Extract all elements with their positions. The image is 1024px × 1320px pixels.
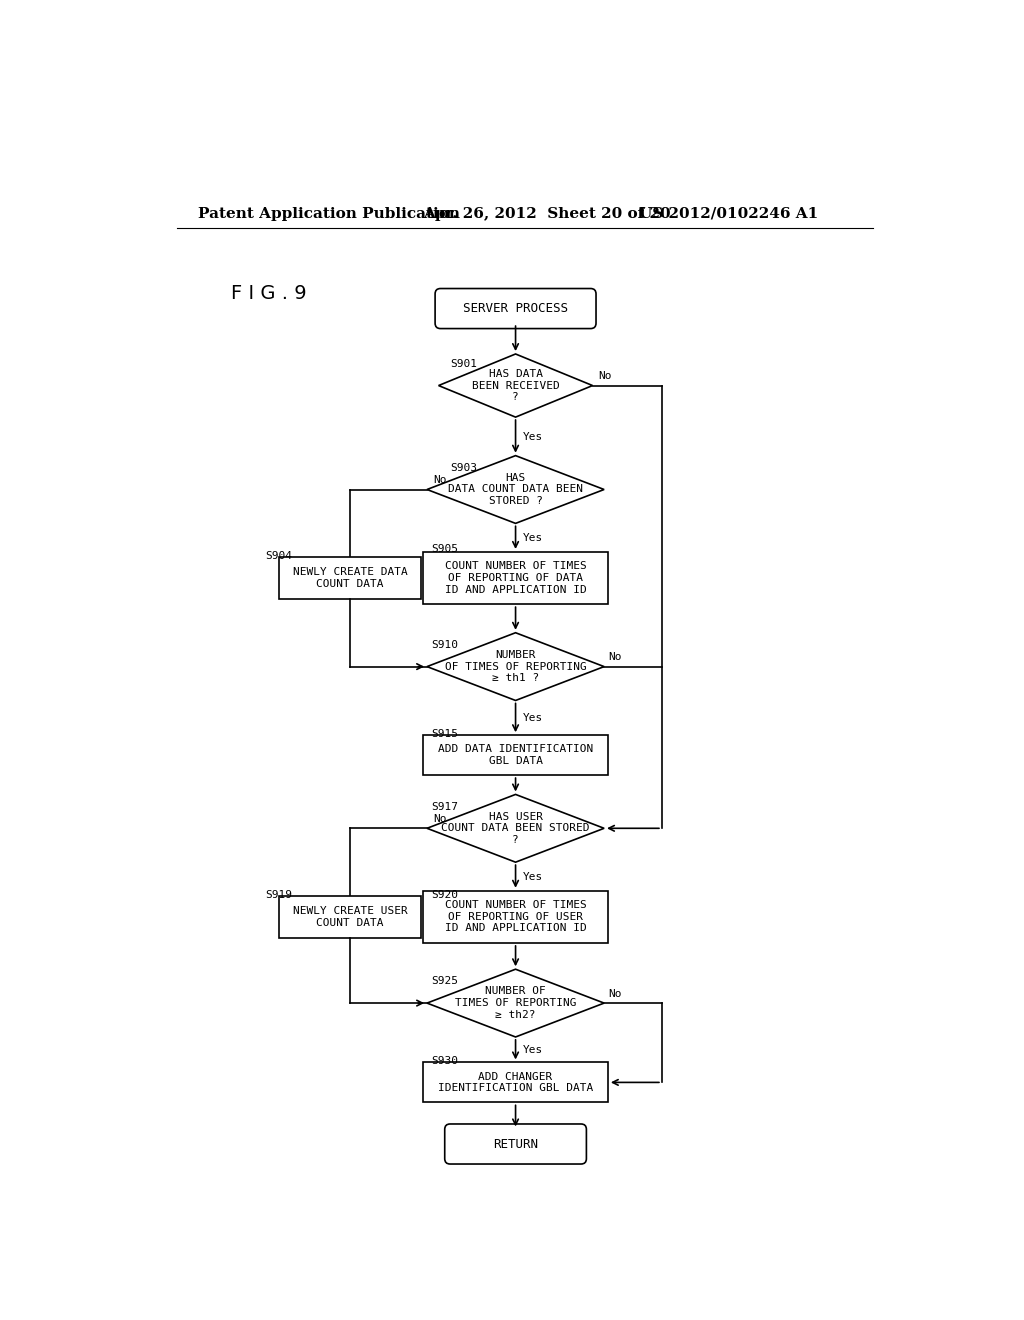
Text: RETURN: RETURN: [494, 1138, 538, 1151]
Text: S925: S925: [431, 975, 458, 986]
Text: S915: S915: [431, 730, 458, 739]
Text: Yes: Yes: [523, 713, 544, 723]
Text: No: No: [599, 371, 612, 380]
Text: COUNT NUMBER OF TIMES
OF REPORTING OF DATA
ID AND APPLICATION ID: COUNT NUMBER OF TIMES OF REPORTING OF DA…: [444, 561, 587, 594]
Text: No: No: [433, 475, 446, 486]
FancyBboxPatch shape: [435, 289, 596, 329]
Text: NEWLY CREATE DATA
COUNT DATA: NEWLY CREATE DATA COUNT DATA: [293, 568, 408, 589]
Text: NUMBER OF
TIMES OF REPORTING
≥ th2?: NUMBER OF TIMES OF REPORTING ≥ th2?: [455, 986, 577, 1019]
Text: F I G . 9: F I G . 9: [230, 284, 306, 302]
Text: ADD CHANGER
IDENTIFICATION GBL DATA: ADD CHANGER IDENTIFICATION GBL DATA: [438, 1072, 593, 1093]
Bar: [279, 557, 421, 599]
Text: No: No: [433, 814, 446, 824]
Text: S917: S917: [431, 801, 458, 812]
Text: S904: S904: [265, 552, 292, 561]
Text: HAS
DATA COUNT DATA BEEN
STORED ?: HAS DATA COUNT DATA BEEN STORED ?: [449, 473, 583, 506]
Text: Yes: Yes: [523, 871, 544, 882]
Polygon shape: [427, 632, 604, 701]
Bar: [423, 891, 608, 942]
Text: Yes: Yes: [523, 432, 544, 442]
Text: S905: S905: [431, 544, 458, 554]
Text: S901: S901: [451, 359, 477, 370]
Text: Apr. 26, 2012  Sheet 20 of 20: Apr. 26, 2012 Sheet 20 of 20: [423, 207, 671, 220]
Text: US 2012/0102246 A1: US 2012/0102246 A1: [639, 207, 818, 220]
Polygon shape: [438, 354, 593, 417]
Polygon shape: [427, 455, 604, 524]
Text: HAS DATA
BEEN RECEIVED
?: HAS DATA BEEN RECEIVED ?: [472, 370, 559, 403]
Polygon shape: [427, 969, 604, 1038]
Text: S920: S920: [431, 890, 458, 900]
FancyBboxPatch shape: [444, 1125, 587, 1164]
Bar: [423, 1063, 608, 1102]
Text: Yes: Yes: [523, 1045, 544, 1055]
Text: Yes: Yes: [523, 533, 544, 543]
Text: No: No: [608, 989, 622, 999]
Text: COUNT NUMBER OF TIMES
OF REPORTING OF USER
ID AND APPLICATION ID: COUNT NUMBER OF TIMES OF REPORTING OF US…: [444, 900, 587, 933]
Text: SERVER PROCESS: SERVER PROCESS: [463, 302, 568, 315]
Bar: [423, 735, 608, 775]
Text: HAS USER
COUNT DATA BEEN STORED
?: HAS USER COUNT DATA BEEN STORED ?: [441, 812, 590, 845]
Text: NUMBER
OF TIMES OF REPORTING
≥ th1 ?: NUMBER OF TIMES OF REPORTING ≥ th1 ?: [444, 649, 587, 684]
Text: No: No: [608, 652, 622, 663]
Text: S910: S910: [431, 640, 458, 649]
Text: NEWLY CREATE USER
COUNT DATA: NEWLY CREATE USER COUNT DATA: [293, 906, 408, 928]
Text: S919: S919: [265, 890, 292, 900]
Polygon shape: [427, 795, 604, 862]
Text: Patent Application Publication: Patent Application Publication: [199, 207, 461, 220]
Text: S930: S930: [431, 1056, 458, 1065]
Text: ADD DATA IDENTIFICATION
GBL DATA: ADD DATA IDENTIFICATION GBL DATA: [438, 744, 593, 766]
Text: S903: S903: [451, 463, 477, 473]
Bar: [423, 552, 608, 605]
Bar: [279, 896, 421, 939]
